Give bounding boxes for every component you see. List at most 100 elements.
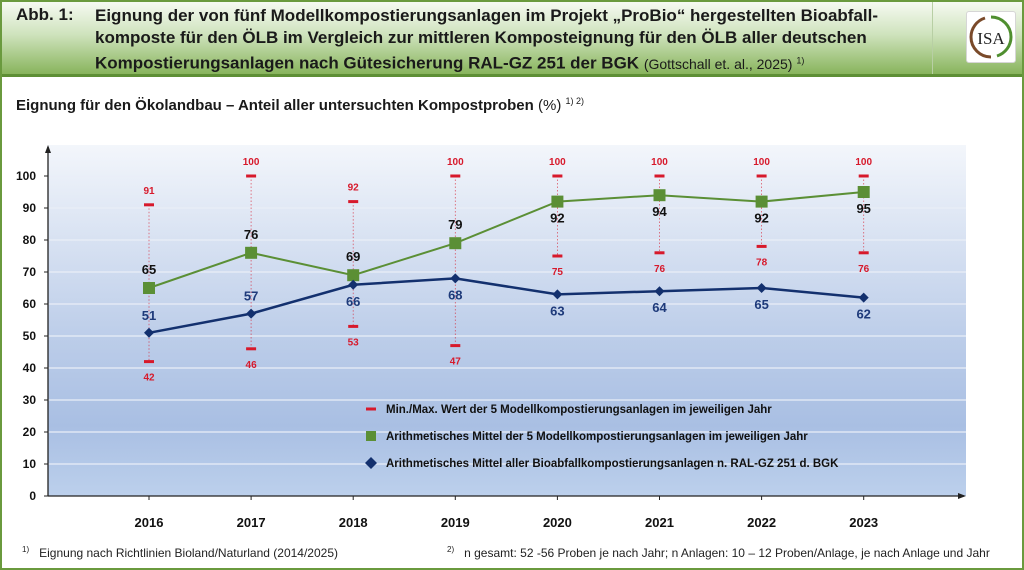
y-axis-title-sup: 1) 2) (565, 96, 584, 106)
diamond-marker (654, 286, 665, 297)
series-line-model-plants (148, 191, 864, 289)
max-label: 91 (143, 186, 155, 197)
series-lines (143, 186, 870, 338)
square-marker (755, 195, 768, 208)
x-tick-label: 2019 (441, 515, 470, 530)
y-tick-label: 90 (23, 201, 37, 215)
min-marker (552, 254, 563, 258)
y-axis-title-text: Eignung für den Ökolandbau – Anteil alle… (16, 97, 534, 114)
citation-sup: 1) (796, 55, 805, 65)
footnote-2-text: n gesamt: 52 -56 Proben je nach Jahr; n … (464, 546, 990, 560)
min-label: 76 (858, 264, 870, 275)
mean-all-label: 66 (346, 294, 360, 309)
figure-title-text: Eignung der von fünf Modellkompostierung… (95, 6, 879, 73)
y-axis-title: Eignung für den Ökolandbau – Anteil alle… (16, 92, 584, 115)
x-axis-arrow-icon (958, 493, 966, 499)
legend-dash-icon (366, 407, 376, 411)
mean-all-label: 68 (448, 287, 462, 302)
square-marker (143, 282, 155, 294)
footnote-2: 2) n gesamt: 52 -56 Proben je nach Jahr; … (447, 545, 990, 560)
x-tick-label: 2018 (339, 515, 368, 530)
footnote-1: 1) Eignung nach Richtlinien Bioland/Natur… (22, 545, 338, 560)
y-axis-unit: (%) (537, 97, 562, 114)
min-marker (246, 347, 257, 351)
min-label: 47 (450, 357, 462, 368)
max-label: 100 (855, 157, 872, 168)
min-label: 76 (654, 264, 666, 275)
y-tick-label: 100 (16, 169, 36, 183)
footnote-1-text: Eignung nach Richtlinien Bioland/Naturla… (39, 546, 338, 560)
x-tick-label: 2021 (645, 515, 674, 530)
max-label: 92 (348, 183, 360, 194)
min-label: 42 (143, 373, 155, 384)
min-marker (348, 324, 359, 328)
y-tick-label: 20 (23, 425, 37, 439)
square-marker (653, 189, 666, 202)
legend-label: Arithmetisches Mittel der 5 Modellkompos… (386, 431, 808, 443)
max-marker (858, 174, 869, 178)
mean-all-label: 63 (550, 303, 564, 318)
min-max-ranges (144, 174, 869, 364)
max-label: 100 (243, 157, 260, 168)
min-label: 46 (246, 360, 258, 371)
x-tick-labels: 2016 2017 2018 2019 2020 2021 2022 2023 (135, 515, 879, 530)
diamond-marker (552, 289, 563, 300)
mean-model-label: 79 (448, 217, 462, 232)
mean-all-label: 65 (754, 297, 768, 312)
y-tick-label: 60 (23, 297, 37, 311)
square-marker (245, 246, 258, 259)
mean-all-label: 64 (652, 300, 667, 315)
y-tick-label: 70 (23, 265, 37, 279)
mean-model-label: 94 (652, 204, 667, 219)
mean-model-label: 69 (346, 249, 360, 264)
mean-model-label: 65 (142, 262, 156, 277)
figure-citation: (Gottschall et. al., 2025) 1) (643, 55, 805, 72)
x-tick-label: 2016 (135, 515, 164, 530)
header-divider (932, 2, 933, 74)
legend-square-icon (366, 431, 376, 441)
diamond-marker (246, 308, 257, 319)
figure-title: Eignung der von fünf Modellkompostierung… (95, 5, 925, 75)
max-marker (144, 203, 154, 207)
axes (45, 145, 966, 500)
x-tick-label: 2017 (237, 515, 266, 530)
mean-model-label: 92 (754, 211, 768, 226)
min-label: 53 (348, 337, 360, 348)
min-marker (450, 344, 461, 348)
max-label: 100 (651, 157, 668, 168)
footnote-1-mark: 1) (22, 545, 30, 554)
series-line-all-plants (148, 277, 864, 335)
max-marker (246, 174, 257, 178)
x-tick-label: 2022 (747, 515, 776, 530)
max-label: 100 (447, 157, 464, 168)
square-marker (449, 237, 462, 250)
y-tick-labels: 0 10 20 30 40 50 60 70 80 90 100 (16, 169, 36, 503)
y-axis-arrow-icon (45, 145, 51, 153)
figure-header (2, 2, 1022, 77)
max-marker (756, 174, 767, 178)
y-tick-label: 50 (23, 329, 37, 343)
min-marker (756, 244, 767, 248)
logo-text: ISA (977, 29, 1005, 48)
mean-model-label: 92 (550, 211, 564, 226)
legend-label: Arithmetisches Mittel aller Bioabfallkom… (386, 458, 839, 470)
diamond-marker (858, 292, 869, 303)
data-labels: 91 42 100 46 92 53 100 47 100 75 100 76 100 78 100 76 65… (142, 157, 873, 384)
mean-all-label: 51 (142, 308, 156, 323)
square-marker (857, 186, 870, 198)
x-tick-label: 2023 (849, 515, 878, 530)
y-tick-label: 10 (23, 457, 37, 471)
mean-model-label: 76 (244, 227, 258, 242)
legend: Min./Max. Wert der 5 Modellkompostierung… (365, 404, 839, 470)
square-marker (551, 195, 564, 208)
max-label: 100 (753, 157, 770, 168)
y-tick-label: 30 (23, 393, 37, 407)
plot-area (48, 145, 966, 496)
max-marker (552, 174, 563, 178)
mean-all-label: 62 (856, 307, 870, 322)
isa-logo: ISA (966, 11, 1016, 63)
square-marker (347, 269, 360, 282)
citation-text: (Gottschall et. al., 2025) (643, 55, 793, 72)
